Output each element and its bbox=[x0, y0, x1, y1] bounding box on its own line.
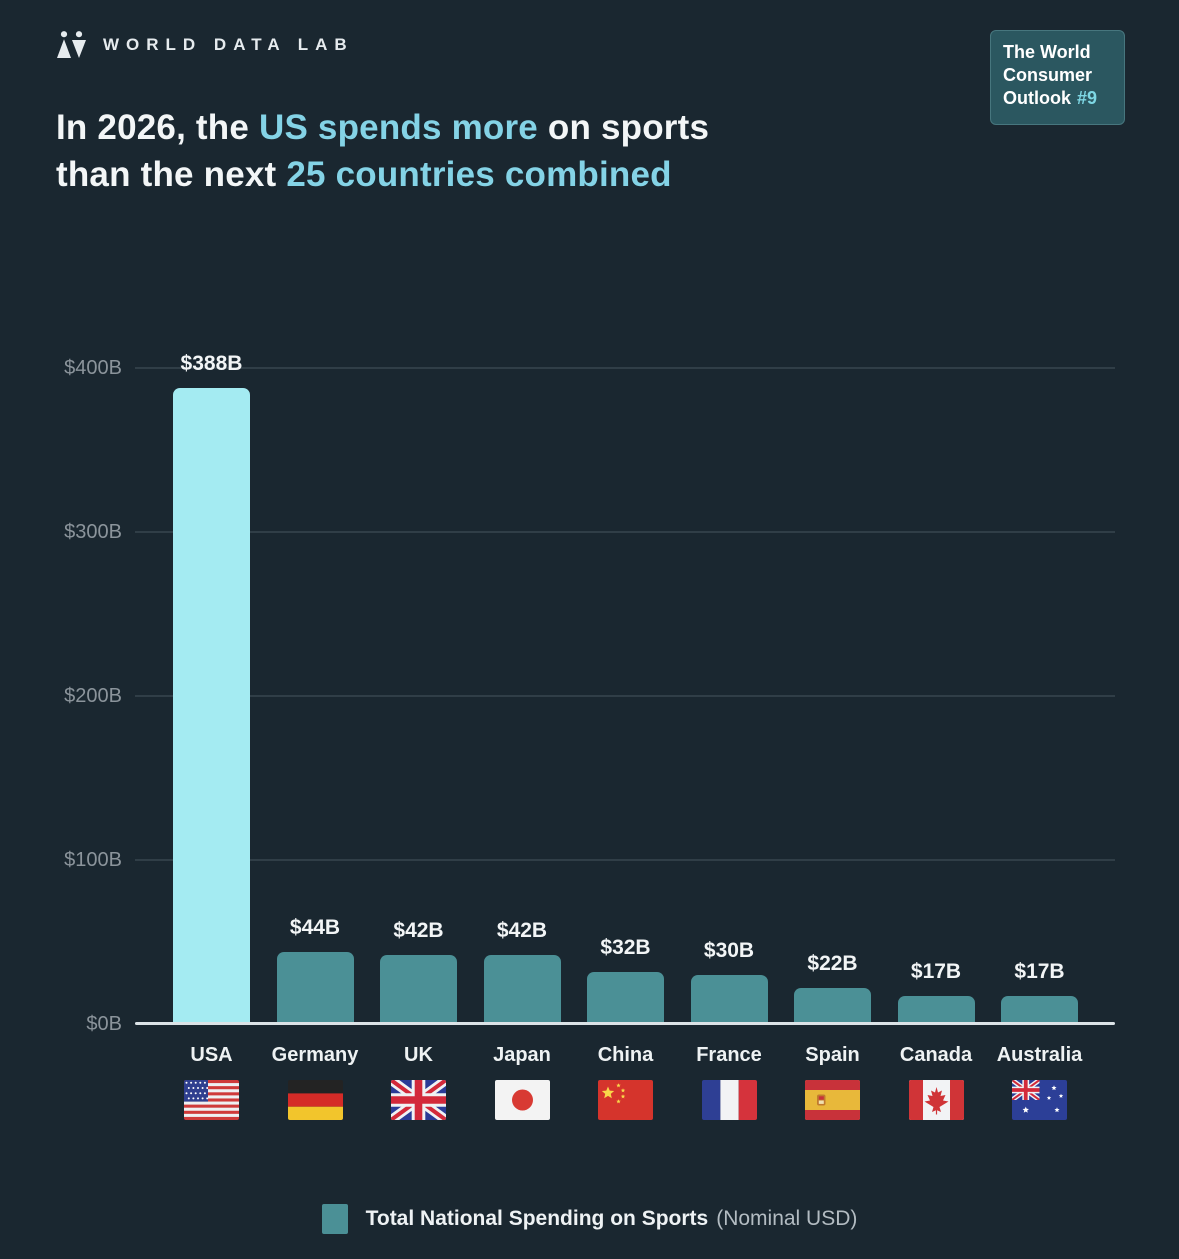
bar-australia bbox=[1001, 996, 1078, 1024]
badge-word: Outlook bbox=[1003, 88, 1071, 108]
brand-logo: WORLD DATA LAB bbox=[56, 30, 354, 60]
x-axis-line bbox=[135, 1022, 1115, 1025]
title-text: on sports bbox=[537, 108, 710, 147]
title-text: than the next bbox=[56, 155, 287, 194]
title-accent-text: US spends more bbox=[258, 108, 538, 147]
bar-canada bbox=[897, 996, 975, 1024]
x-axis-category-label: Germany bbox=[271, 1044, 359, 1066]
y-axis-tick-label: $0B bbox=[86, 1013, 122, 1035]
x-axis-category-label: China bbox=[597, 1044, 654, 1066]
bar-value-label: $42B bbox=[393, 919, 444, 942]
legend-note: (Nominal USD) bbox=[716, 1207, 858, 1230]
x-axis-category-label: Spain bbox=[805, 1044, 860, 1066]
title-line-1: In 2026, the US spends more on sports bbox=[56, 104, 709, 151]
badge-line-2: Consumer bbox=[1003, 65, 1093, 85]
bar-japan bbox=[483, 955, 561, 1024]
x-axis-category-label: France bbox=[696, 1044, 762, 1066]
bar-value-label: $30B bbox=[703, 939, 755, 962]
bar-value-label: $17B bbox=[910, 960, 962, 983]
legend: Total National Spending on Sports (Nomin… bbox=[0, 1200, 1179, 1238]
bar-spain bbox=[794, 988, 871, 1024]
y-axis-tick-label: $100B bbox=[64, 849, 122, 871]
bar-france bbox=[690, 975, 768, 1024]
bar-value-label: $388B bbox=[180, 352, 243, 375]
bar-uk bbox=[380, 955, 457, 1024]
brand-name: WORLD DATA LAB bbox=[103, 35, 354, 54]
y-axis-tick-label: $400B bbox=[64, 357, 122, 379]
flag-uk-icon bbox=[391, 1080, 446, 1120]
y-axis-tick-label: $200B bbox=[64, 685, 122, 707]
gridline bbox=[135, 531, 1115, 533]
title-accent-text: 25 countries combined bbox=[286, 155, 672, 194]
bar-value-label: $17B bbox=[1014, 960, 1065, 983]
bar-value-label: $42B bbox=[496, 919, 548, 942]
legend-swatch bbox=[321, 1204, 348, 1234]
flag-spain-icon bbox=[805, 1080, 860, 1120]
title-text: In 2026, the bbox=[56, 108, 259, 147]
x-axis-category-label: Canada bbox=[899, 1044, 973, 1066]
outlook-badge: The World Consumer Outlook #9 bbox=[990, 30, 1125, 125]
page-title: In 2026, the US spends more on sports th… bbox=[56, 104, 709, 198]
flag-china-icon bbox=[598, 1080, 653, 1120]
world-data-lab-icon bbox=[57, 31, 86, 58]
bar-value-label: $22B bbox=[807, 952, 858, 975]
flag-japan-icon bbox=[494, 1080, 550, 1120]
flag-canada-icon bbox=[908, 1080, 964, 1120]
legend-label: Total National Spending on Sports bbox=[365, 1207, 709, 1230]
x-axis-category-label: Australia bbox=[996, 1044, 1083, 1066]
gridline bbox=[135, 695, 1115, 697]
gridline bbox=[135, 859, 1115, 861]
badge-line-3: Outlook #9 bbox=[1003, 87, 1112, 110]
x-axis-category-label: UK bbox=[404, 1044, 433, 1066]
bar-germany bbox=[276, 952, 354, 1024]
flag-france-icon bbox=[701, 1080, 757, 1120]
bar-value-label: $44B bbox=[289, 916, 341, 939]
y-axis-tick-label: $300B bbox=[64, 521, 122, 543]
badge-line-1: The World bbox=[1003, 42, 1091, 62]
flag-australia-icon bbox=[1012, 1080, 1067, 1120]
x-axis-category-label: Japan bbox=[493, 1044, 551, 1066]
bar-value-label: $32B bbox=[600, 936, 651, 959]
bar-china bbox=[587, 972, 664, 1024]
bar-usa bbox=[173, 388, 250, 1024]
x-axis-category-label: USA bbox=[190, 1044, 233, 1066]
flag-usa-icon bbox=[184, 1080, 239, 1120]
flag-germany-icon bbox=[287, 1080, 343, 1120]
title-line-2: than the next 25 countries combined bbox=[56, 151, 709, 198]
badge-issue-number: #9 bbox=[1077, 88, 1098, 108]
gridline bbox=[135, 367, 1115, 369]
